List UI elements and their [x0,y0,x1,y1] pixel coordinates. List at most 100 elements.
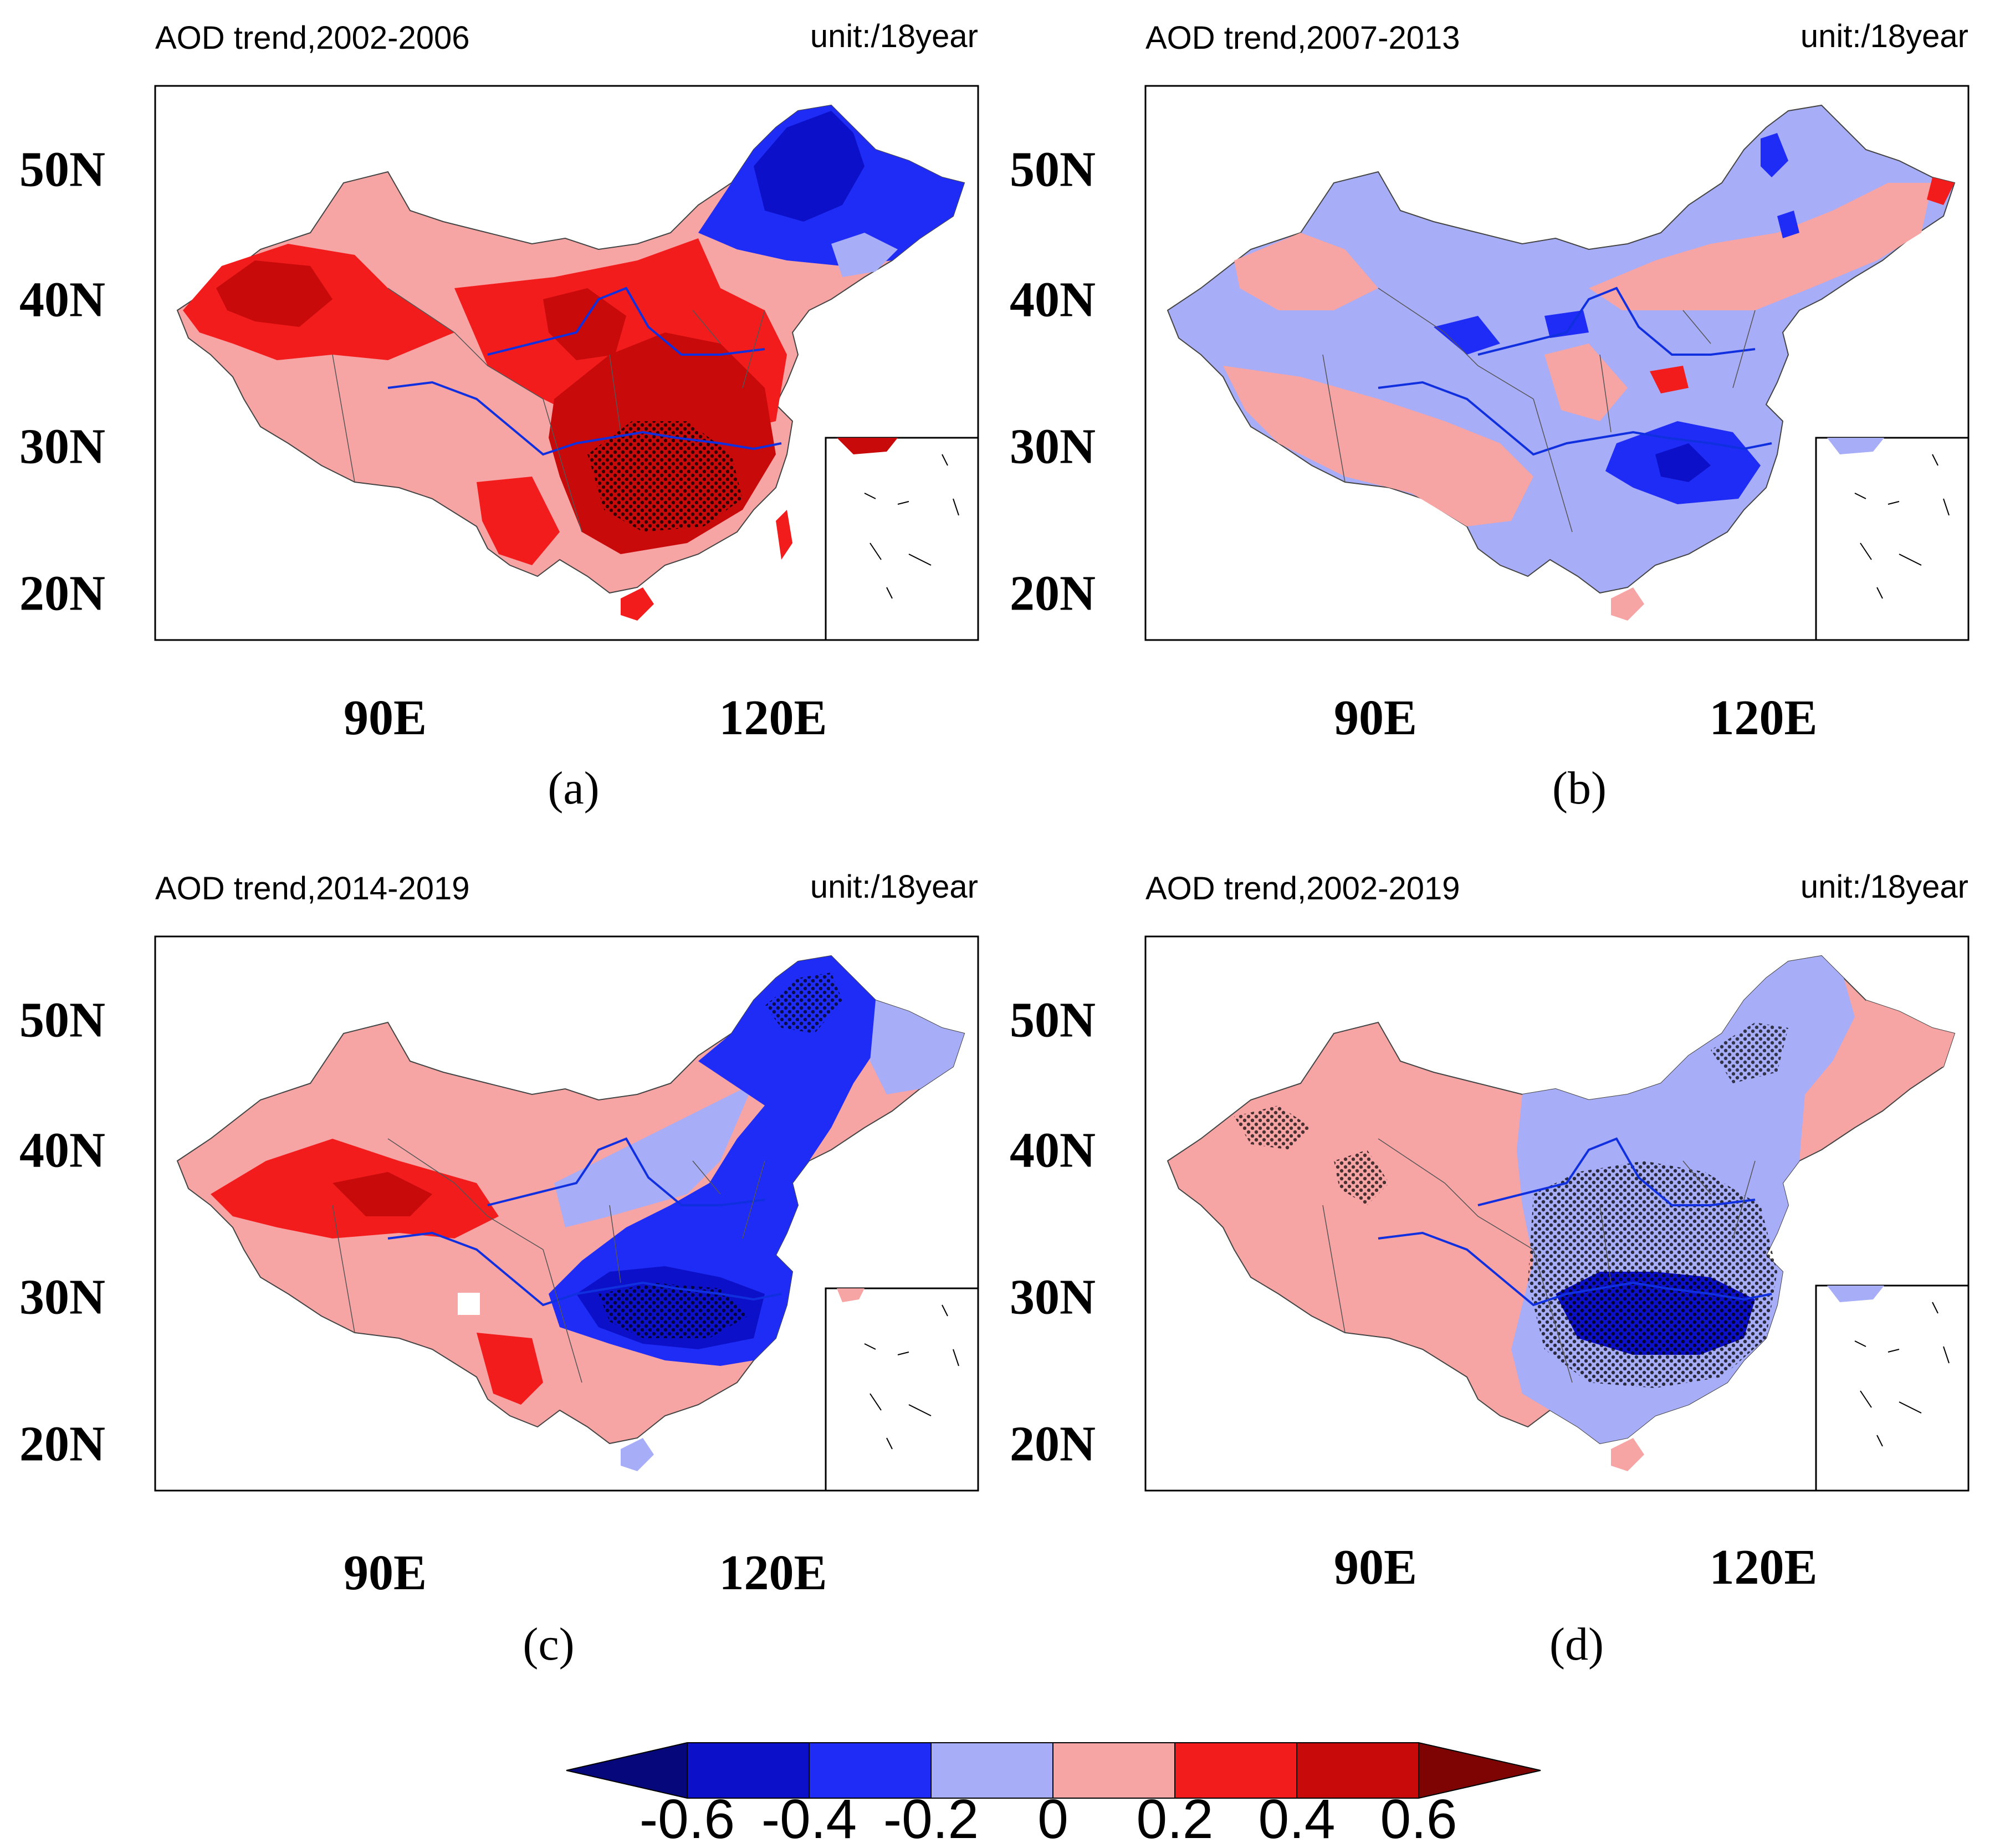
trend-region [333,1172,432,1216]
lat-tick-label: 50N [1010,993,1096,1048]
panel-d-lon-ticks: 90E 120E [1334,1540,1818,1595]
lon-tick-label: 90E [344,690,427,745]
trend-region [1777,211,1799,238]
trend-region [870,1000,964,1094]
trend-region [1761,133,1788,177]
lon-tick-label: 120E [719,690,827,745]
lon-tick-label: 120E [1709,690,1817,745]
panel-a-label: (a) [548,762,599,814]
inset-map [825,437,978,640]
trend-region [1434,316,1500,355]
panel-d: AOD trend,2002-2019 unit:/18year [1010,869,1970,1670]
colorbar: -0.6 -0.4 -0.2 0 0.2 0.4 0.6 [566,1742,1541,1848]
colorbar-segment [1175,1743,1297,1798]
river [1477,286,1756,356]
panel-c-title: AOD trend,2014-2019 [155,871,469,907]
colorbar-label: 0.6 [1380,1788,1457,1848]
trend-region [1711,1022,1788,1083]
panel-d-map [1167,955,1968,1491]
river [387,1231,782,1307]
lat-tick-label: 20N [1010,566,1096,621]
trend-region [554,1083,754,1227]
trend-region [1528,1161,1777,1388]
colorbar-segment [687,1743,809,1798]
trend-region [1223,366,1533,526]
colorbar-segment [809,1743,931,1798]
river [1378,381,1772,456]
province-lines [332,288,765,533]
colorbar-label: -0.6 [640,1788,735,1848]
lat-tick-label: 30N [19,419,105,474]
lat-tick-label: 50N [19,142,105,197]
colorbar-high-arrow [1419,1743,1541,1798]
trend-region [543,288,626,360]
inset-islands [1854,1302,1950,1447]
colorbar-label: -0.4 [761,1788,857,1848]
lat-tick-label: 50N [1010,142,1096,197]
panel-c-lat-ticks: 50N 40N 30N 20N [19,993,105,1472]
trend-region [1234,233,1378,310]
lon-tick-label: 90E [344,1545,427,1600]
trend-region [1234,1105,1312,1150]
colorbar-label: 0.2 [1136,1788,1213,1848]
panel-d-frame [1144,935,1970,1492]
inset-islands [864,454,959,599]
inset-coast [837,438,898,454]
panel-d-label: (d) [1549,1619,1604,1670]
panel-b-title: AOD trend,2007-2013 [1145,20,1460,56]
trend-region [599,1283,748,1338]
colorbar-label: 0 [1037,1788,1068,1848]
colorbar-low-arrow [566,1743,687,1798]
colorbar-segment [931,1743,1053,1798]
panel-a-frame [154,85,979,641]
river [487,286,765,356]
colorbar-label: -0.2 [883,1788,979,1848]
trend-region [831,233,898,277]
lat-tick-label: 20N [19,1417,105,1472]
lat-tick-label: 40N [1010,1123,1096,1178]
trend-region [1655,443,1711,482]
panel-b-lat-ticks: 50N 40N 30N 20N [1010,142,1096,621]
panel-c-map [176,955,978,1491]
panel-a-unit: unit:/18year [810,18,978,54]
panel-a-lon-ticks: 90E 120E [344,690,827,745]
lat-tick-label: 40N [1010,273,1096,327]
panel-c-lon-ticks: 90E 120E [344,1545,827,1600]
inset-map [1815,1284,1968,1491]
panel-b-frame [1144,85,1970,641]
lat-tick-label: 20N [1010,1417,1096,1472]
lat-tick-label: 50N [19,993,105,1048]
colorbar-segment [1297,1743,1419,1798]
trend-region [1927,177,1955,205]
river [487,1137,765,1206]
colorbar-outline [566,1742,1541,1799]
trend-region [754,111,865,222]
no-data-box [458,1293,480,1315]
panel-b: AOD trend,2007-2013 unit:/18year [1010,18,1970,814]
trend-region [587,421,743,532]
trend-region [621,1438,654,1471]
panel-a-lat-ticks: 50N 40N 30N 20N [19,142,105,621]
river [1378,1231,1772,1307]
trend-region [216,260,333,327]
lon-tick-label: 90E [1334,1540,1417,1595]
trend-region [765,972,842,1033]
panel-a-title: AOD trend,2002-2006 [155,20,469,56]
province-lines [332,1138,765,1383]
inset-islands [864,1304,959,1450]
inset-islands [1854,454,1950,599]
trend-region [477,1333,543,1405]
lon-tick-label: 120E [1709,1540,1817,1595]
lon-tick-label: 90E [1334,690,1417,745]
river [387,381,782,456]
panel-c: AOD trend,2014-2019 unit:/18year [19,869,979,1670]
inset-map [1815,437,1968,640]
province-lines [1322,288,1756,533]
trend-region [1589,183,1932,310]
trend-region [776,510,792,560]
lat-tick-label: 30N [1010,419,1096,474]
panel-b-map [1167,104,1968,640]
trend-region [549,956,898,1366]
panel-b-unit: unit:/18year [1800,18,1968,54]
